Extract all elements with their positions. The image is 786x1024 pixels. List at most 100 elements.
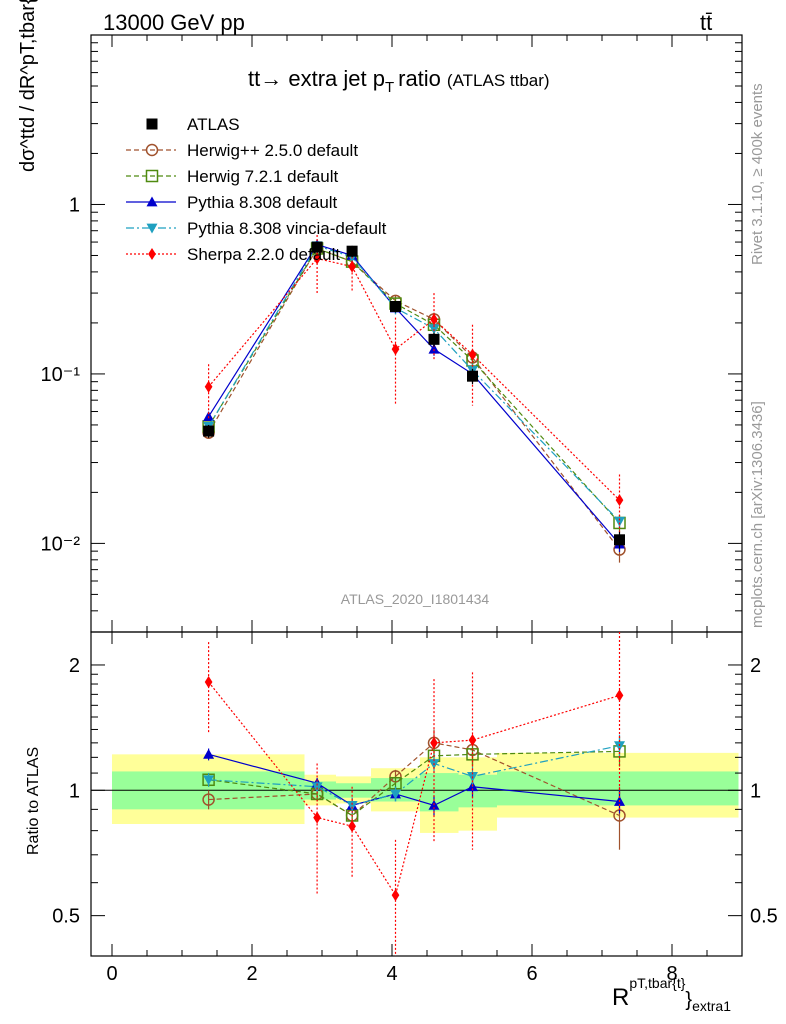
data-point [614, 516, 625, 527]
legend-label: Pythia 8.308 vincia-default [187, 219, 387, 238]
series-line [208, 257, 620, 501]
data-point [468, 348, 477, 361]
series-main-panel [202, 235, 626, 563]
ratio-point [204, 675, 213, 689]
legend-label: ATLAS [187, 115, 240, 134]
series-line [208, 247, 620, 550]
y-tick-label-ratio-right: 1 [750, 780, 761, 802]
y-tick-label-ratio: 0.5 [52, 906, 80, 928]
series-ratio-panel [202, 632, 626, 956]
legend-item: Pythia 8.308 default [126, 193, 338, 212]
ratio-point [391, 889, 400, 902]
series-herwig-2-5-0-default [202, 242, 626, 563]
x-tick-label: 2 [246, 963, 257, 985]
process-label: tt̄ [700, 10, 712, 35]
ratio-point [614, 741, 625, 752]
legend-marker [145, 169, 159, 183]
axes: 0 2 4 6 8 1 10⁻¹ 10⁻² 0.5 0.5 1 1 2 2 [41, 34, 778, 985]
y-tick-label-ratio: 1 [69, 780, 80, 802]
legend-marker [146, 223, 158, 234]
legend-label: Pythia 8.308 default [187, 193, 338, 212]
side-mcplots-text: mcplots.cern.ch [arXiv:1306.3436] [749, 401, 766, 628]
y-axis-label-text: dσ^ttd / dR^pT,tbar{t}_extra1 (1/σ) [17, 0, 39, 172]
title-rest: → extra jet p [260, 66, 385, 91]
series-line [208, 243, 620, 545]
legend-marker [148, 247, 156, 261]
legend-item: Herwig++ 2.5.0 default [126, 141, 358, 160]
y-tick-label-main: 1 [69, 194, 80, 216]
side-mcplots-label: mcplots.cern.ch [arXiv:1306.3436] [749, 401, 766, 628]
data-point [204, 380, 213, 393]
x-tick-label: 4 [386, 963, 397, 985]
side-rivet-label: Rivet 3.1.10, ≥ 400k events [749, 83, 766, 265]
legend-item: Pythia 8.308 vincia-default [126, 219, 387, 238]
ratio-point [203, 748, 215, 759]
legend-item: Sherpa 2.2.0 default [126, 245, 340, 264]
data-point [203, 425, 215, 437]
data-point [311, 241, 323, 253]
legend: ATLAS Herwig++ 2.5.0 default Herwig 7.2.1 … [126, 115, 387, 264]
ratio-point [390, 789, 401, 800]
data-point [346, 245, 358, 257]
legend-label: Herwig 7.2.1 default [187, 167, 338, 186]
energy-label: 13000 GeV pp [103, 10, 245, 35]
data-point [467, 370, 478, 382]
chart-title: tt→ extra jet pT ratio (ATLAS ttbar) [248, 66, 550, 96]
data-point [348, 260, 356, 273]
series-sherpa-2-2-0-default [204, 235, 624, 540]
ratio-point [348, 820, 356, 833]
x-label-sub: extra1 [692, 998, 731, 1014]
legend-item: ATLAS [146, 115, 240, 134]
y-axis-label-ratio-text: Ratio to ATLAS [25, 747, 42, 855]
band-inner-4 [420, 773, 459, 812]
y-tick-label-ratio-right: 0.5 [750, 906, 778, 928]
ratio-frame [90, 631, 743, 957]
series-herwig-7-2-1-default [202, 242, 626, 532]
ratio-point [468, 734, 477, 747]
ratio-point [430, 736, 438, 749]
x-tick-label: 0 [106, 963, 117, 985]
y-axis-label-main: dσ^ttd / dR^pT,tbar{t}_extra1 (1/σ) [17, 0, 39, 172]
data-point [391, 343, 400, 356]
x-label-brace: } [685, 989, 692, 1011]
data-point [428, 343, 440, 354]
data-point [203, 411, 215, 422]
data-point [313, 252, 321, 265]
y-tick-label-main: 10⁻¹ [41, 364, 81, 386]
plot-frames [90, 34, 743, 957]
y-tick-label-ratio: 2 [69, 655, 80, 677]
legend-marker [145, 143, 159, 157]
legend-item: Herwig 7.2.1 default [126, 167, 338, 186]
legend-label: Herwig++ 2.5.0 default [187, 141, 358, 160]
title-sub: T [385, 79, 394, 96]
legend-marker [146, 118, 158, 130]
x-tick-label: 8 [666, 963, 677, 985]
ratio-point [202, 793, 215, 806]
ratio-point [346, 800, 358, 811]
legend-label: Sherpa 2.2.0 default [187, 245, 340, 264]
x-axis-label: RpT,tbar{t}}extra1 [612, 975, 731, 1014]
title-main: tt [248, 66, 260, 91]
x-label-main: R [612, 984, 629, 1011]
uncertainty-bands [112, 752, 739, 833]
ratio-point [203, 775, 215, 786]
x-label-sup: pT,tbar{t} [629, 975, 685, 991]
x-tick-label: 6 [526, 963, 537, 985]
series-line [208, 247, 620, 524]
ratio-series-sherpa-2-2-0-default [204, 632, 624, 956]
data-point [614, 534, 625, 546]
ratio-point [615, 689, 624, 702]
data-point [615, 494, 624, 507]
ratio-point [313, 811, 321, 824]
y-tick-label-ratio-right: 2 [750, 655, 761, 677]
side-rivet-text: Rivet 3.1.10, ≥ 400k events [749, 83, 766, 265]
series-pythia-8-308-vincia-default [203, 241, 625, 529]
data-point [430, 313, 438, 326]
title-tag: (ATLAS ttbar) [447, 71, 550, 90]
series-atlas [203, 241, 625, 549]
analysis-id: ATLAS_2020_I1801434 [341, 591, 490, 607]
series-pythia-8-308-default [203, 239, 625, 552]
data-point [390, 300, 401, 312]
series-line [208, 245, 620, 522]
